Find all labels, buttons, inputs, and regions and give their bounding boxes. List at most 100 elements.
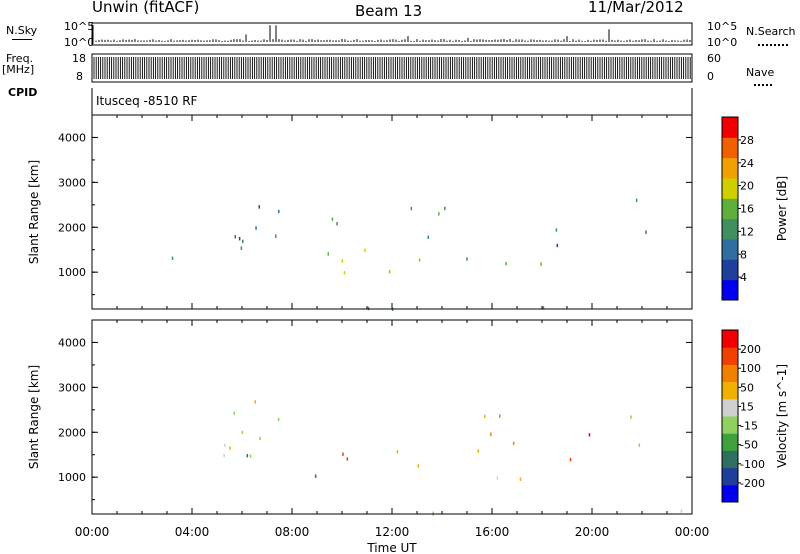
nsearch-tick-top: 10^5: [707, 20, 738, 33]
data-cell: [490, 432, 492, 436]
data-cell: [505, 261, 507, 266]
y-tick-label: 1000: [58, 266, 86, 279]
data-cell: [258, 205, 260, 209]
x-tick-label: 12:00: [375, 525, 410, 539]
data-cell: [499, 414, 501, 418]
data-cell: [444, 206, 446, 211]
data-cell: [229, 446, 231, 450]
data-cell: [588, 433, 591, 437]
data-cell: [275, 234, 277, 238]
colorbar-tick-label: 200: [740, 343, 761, 356]
x-tick-label: 08:00: [275, 525, 310, 539]
data-cell: [223, 453, 225, 458]
colorbar-label: Velocity [m s^-1]: [775, 364, 789, 468]
nave-legend-dots: [754, 84, 772, 86]
data-cell: [233, 411, 235, 415]
freq-series: [93, 57, 691, 79]
nsky-legend-line: [12, 39, 32, 40]
data-cell: [171, 256, 174, 260]
data-cell: [254, 400, 256, 404]
nsearch-legend-dots: [758, 44, 788, 46]
y-tick-label: 4000: [58, 131, 86, 144]
colorbar-frame: [721, 329, 739, 503]
colorbar-segment: [722, 117, 738, 138]
data-cell: [341, 259, 344, 263]
data-cell: [645, 230, 647, 234]
nsky-strip-frame: [91, 22, 693, 46]
y-tick-label: 4000: [58, 336, 86, 349]
data-cell: [512, 441, 515, 446]
x-axis-label: Time UT: [366, 541, 417, 554]
nsky-tick-top: 10^5: [64, 20, 95, 33]
data-cell: [417, 464, 419, 468]
data-cell: [484, 414, 486, 419]
colorbar-segment: [722, 330, 738, 348]
freq-tick-top: 18: [72, 52, 86, 65]
data-cell: [278, 209, 280, 214]
data-cell: [255, 226, 257, 230]
station-title: Unwin (fitACF): [92, 0, 200, 16]
colorbar-segment: [722, 398, 738, 417]
data-cell: [427, 235, 429, 239]
data-cell: [240, 246, 243, 250]
colorbar-segment: [722, 484, 738, 503]
beam-title: Beam 13: [355, 2, 423, 20]
power-panel: 1000 2000 3000 4000 Slant Range [km] 4 8 12 16 20…: [27, 114, 789, 312]
data-cell: [556, 243, 559, 248]
data-cell: [496, 476, 499, 480]
data-cell: [241, 430, 244, 435]
data-cell: [336, 222, 338, 226]
data-cell: [569, 457, 572, 462]
freq-strip-frame: [91, 53, 693, 83]
data-cell: [519, 477, 522, 481]
colorbar-segment: [722, 364, 738, 383]
data-cells: [223, 400, 683, 517]
data-cell: [327, 252, 329, 256]
freq-tick-bottom: 8: [76, 70, 83, 83]
colorbar-tick-label: -200: [740, 477, 765, 490]
colorbar-segment: [722, 450, 738, 469]
colorbar-tick-label: 16: [740, 203, 754, 216]
colorbar-tick-label: 12: [740, 225, 754, 238]
colorbar-tick-label: -15: [740, 420, 758, 433]
colorbar-segment: [722, 279, 738, 301]
strip-svg: [91, 22, 693, 115]
colorbar-segment: [722, 381, 738, 400]
velocity-panel: 1000 2000 3000 4000 Slant Range [km] 200 100 50…: [27, 319, 789, 517]
data-cell: [277, 417, 280, 422]
x-tick-label: 20:00: [575, 525, 610, 539]
colorbar-segment: [722, 218, 738, 240]
data-cell: [630, 415, 632, 419]
data-cell: [542, 306, 545, 310]
nave-label: Nave: [746, 66, 775, 79]
x-tick-label: 00:00: [75, 525, 110, 539]
data-cell: [418, 258, 421, 262]
nsearch-tick-bottom: 10^0: [707, 36, 738, 49]
colorbar-segment: [722, 416, 738, 434]
y-axis-label: Slant Range [km]: [27, 160, 41, 264]
x-tick-label: 04:00: [175, 525, 210, 539]
data-cell: [242, 239, 244, 244]
data-cell: [346, 457, 349, 461]
data-cell: [388, 270, 391, 274]
colorbar-tick-label: 28: [740, 134, 754, 147]
data-cell: [331, 217, 334, 221]
nave-tick-top: 60: [707, 52, 721, 65]
data-cell: [396, 450, 399, 454]
nave-tick-bottom: 0: [707, 70, 714, 83]
colorbar-segment: [722, 157, 738, 179]
colorbar-segment: [722, 467, 738, 486]
panel-frame: [91, 319, 693, 515]
colorbar-tick-label: -100: [740, 458, 765, 471]
colorbar-tick-label: -50: [740, 439, 758, 452]
colorbar-tick-label: 20: [740, 180, 754, 193]
panel-frame: [91, 114, 693, 310]
y-tick-label: 1000: [58, 471, 86, 484]
colorbar-tick-label: 100: [740, 362, 761, 375]
time-axis: 00:00 04:00 08:00 12:00 16:00 20:00 00:00 Time …: [75, 525, 710, 554]
data-cell: [342, 452, 344, 456]
data-cell: [224, 443, 226, 448]
x-tick-label: 00:00: [675, 525, 710, 539]
data-cell: [438, 212, 440, 216]
data-cell: [410, 206, 413, 211]
